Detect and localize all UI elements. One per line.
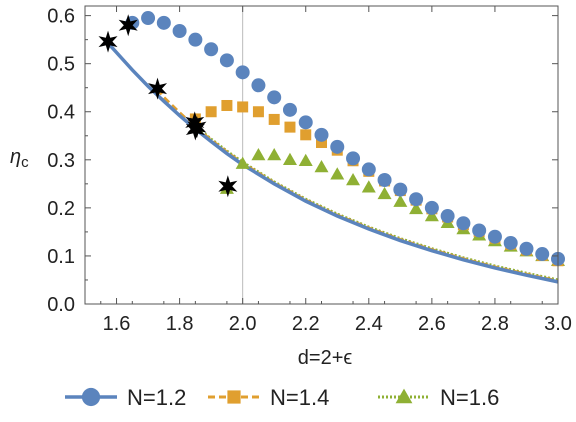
- y-tick-label-6: 0.6: [47, 6, 75, 28]
- point-N-1-2-6: [219, 53, 234, 68]
- point-N-1-2-15: [361, 162, 376, 177]
- point-N-1-6-10: [377, 186, 392, 200]
- point-N-1-2-11: [298, 115, 313, 130]
- point-N-1-4-5: [268, 113, 280, 125]
- point-N-1-2-21: [456, 216, 471, 231]
- point-N-1-2-8: [251, 78, 266, 93]
- y-axis-label-main: η: [10, 146, 21, 168]
- legend-marker-2: [395, 388, 413, 404]
- y-tick-label-5: 0.5: [47, 54, 75, 76]
- point-N-1-2-14: [346, 151, 361, 166]
- x-tick-label-6: 2.8: [481, 313, 509, 335]
- legend-label-2: N=1.6: [440, 385, 499, 410]
- curve-N-1-2: [105, 40, 559, 284]
- point-N-1-4-4: [252, 106, 264, 118]
- point-N-1-2-18: [409, 192, 424, 207]
- point-N-1-2-22: [472, 223, 487, 238]
- curve-N-1-6: [194, 125, 559, 282]
- point-N-1-2-20: [440, 209, 455, 224]
- point-N-1-2-19: [424, 200, 439, 215]
- star-marker-6: [218, 175, 238, 198]
- axes: 1.6 1.8 2.0 2.2 2.4 2.6 2.8 3.0 0.0 0.1 0.2 0.3 0.4 0…: [47, 5, 572, 335]
- point-N-1-6-8: [346, 172, 361, 186]
- point-N-1-6-11: [393, 194, 408, 207]
- point-N-1-6-13: [424, 209, 439, 222]
- point-N-1-6-2: [251, 148, 266, 161]
- y-tick-label-0: 0.0: [47, 294, 75, 316]
- point-N-1-6-5: [298, 153, 313, 167]
- star-marker-2: [148, 77, 168, 100]
- point-N-1-2-25: [519, 241, 534, 256]
- point-N-1-2-26: [535, 247, 550, 262]
- point-N-1-4-2: [221, 99, 233, 111]
- point-N-1-2-5: [204, 42, 219, 57]
- point-N-1-2-9: [267, 90, 282, 105]
- legend-item-1: N=1.4: [208, 385, 329, 410]
- point-N-1-2-23: [487, 229, 502, 244]
- point-N-1-4-1: [205, 106, 217, 118]
- plot-frame: [84, 5, 559, 305]
- point-N-1-2-2: [156, 15, 171, 30]
- y-tick-label-2: 0.2: [47, 198, 75, 220]
- y-tick-label-3: 0.3: [47, 150, 75, 172]
- point-N-1-6-7: [330, 167, 345, 180]
- point-N-1-6-9: [361, 180, 376, 193]
- point-N-1-4-6: [284, 121, 296, 133]
- star-marker-5: [187, 116, 207, 139]
- point-N-1-2-7: [235, 65, 250, 80]
- point-N-1-2-24: [503, 235, 518, 250]
- x-tick-label-7: 3.0: [544, 313, 572, 335]
- star-marker-1: [118, 14, 138, 37]
- point-N-1-2-13: [330, 139, 345, 154]
- legend-marker-0: [81, 387, 101, 407]
- point-N-1-2-12: [314, 127, 329, 142]
- point-N-1-2-16: [377, 172, 392, 187]
- star-marker-0: [98, 30, 118, 53]
- x-tick-label-2: 2.0: [229, 313, 257, 335]
- point-N-1-2-10: [282, 102, 297, 117]
- x-tick-label-0: 1.6: [103, 313, 131, 335]
- point-N-1-4-3: [237, 101, 249, 113]
- point-N-1-2-17: [393, 182, 408, 197]
- y-tick-label-4: 0.4: [47, 102, 75, 124]
- x-tick-label-1: 1.8: [166, 313, 194, 335]
- point-N-1-2-1: [141, 11, 156, 26]
- y-tick-label-1: 0.1: [47, 246, 75, 268]
- y-axis-label: ηc: [10, 146, 29, 171]
- legend-item-2: N=1.6: [378, 385, 499, 410]
- point-N-1-4-8: [316, 137, 327, 149]
- y-axis-label-sub: c: [21, 154, 29, 171]
- legend-item-0: N=1.2: [65, 385, 186, 410]
- x-tick-label-4: 2.4: [355, 313, 383, 335]
- legend-marker-1: [227, 390, 241, 404]
- plot-area: [98, 6, 565, 304]
- x-tick-label-5: 2.6: [418, 313, 446, 335]
- point-N-1-6-1: [235, 156, 250, 169]
- point-N-1-6-3: [267, 148, 282, 161]
- point-N-1-2-3: [172, 23, 187, 38]
- point-N-1-6-6: [314, 160, 329, 173]
- legend: N=1.2 N=1.4 N=1.6: [65, 385, 499, 410]
- point-N-1-6-12: [409, 201, 424, 215]
- point-N-1-2-4: [188, 32, 203, 47]
- legend-label-1: N=1.4: [270, 385, 329, 410]
- x-axis-label: d=2+ϵ: [298, 347, 353, 369]
- point-N-1-6-4: [282, 152, 297, 166]
- legend-label-0: N=1.2: [127, 385, 186, 410]
- x-tick-label-3: 2.2: [292, 313, 320, 335]
- point-N-1-4-7: [300, 129, 312, 141]
